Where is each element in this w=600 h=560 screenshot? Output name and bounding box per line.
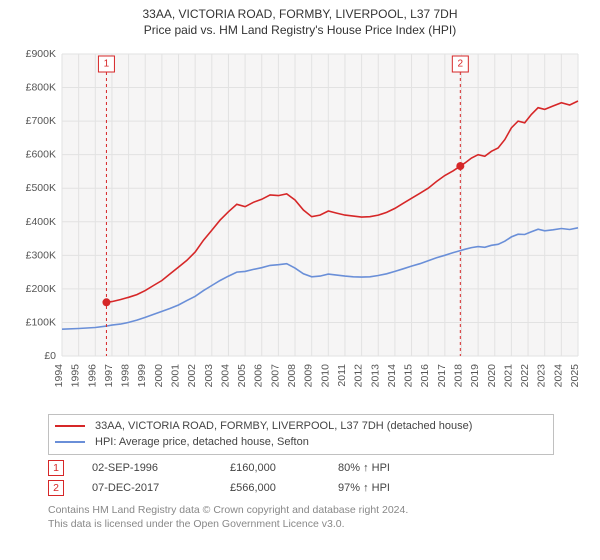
datapoint-row: 2 07-DEC-2017 £566,000 97% ↑ HPI [48,478,558,498]
svg-text:2008: 2008 [286,364,298,388]
svg-text:2018: 2018 [452,364,464,388]
legend-swatch [55,425,85,427]
svg-text:2006: 2006 [253,364,265,388]
svg-text:£800K: £800K [26,82,56,94]
svg-text:2021: 2021 [502,364,514,388]
title-subtitle: Price paid vs. HM Land Registry's House … [0,22,600,38]
title-address: 33AA, VICTORIA ROAD, FORMBY, LIVERPOOL, … [0,6,600,22]
sale-point [456,162,464,170]
svg-text:2012: 2012 [353,364,365,388]
svg-text:2011: 2011 [336,364,348,387]
svg-text:1996: 1996 [86,364,98,388]
sale-point [102,298,110,306]
svg-text:£500K: £500K [26,182,56,194]
svg-text:2002: 2002 [186,364,198,388]
legend-item: 33AA, VICTORIA ROAD, FORMBY, LIVERPOOL, … [55,418,547,434]
chart-area: £0 £100K £200K £300K £400K £500K £600K £700K £80… [10,46,590,406]
svg-text:1998: 1998 [120,364,132,388]
footer-attribution: Contains HM Land Registry data © Crown c… [48,504,558,531]
datapoint-hpi: 80% ↑ HPI [338,462,458,474]
svg-text:£700K: £700K [26,115,56,127]
svg-text:£400K: £400K [26,216,56,228]
svg-text:£600K: £600K [26,149,56,161]
svg-text:2020: 2020 [486,364,498,388]
datapoint-row: 1 02-SEP-1996 £160,000 80% ↑ HPI [48,458,558,478]
sale-datapoints: 1 02-SEP-1996 £160,000 80% ↑ HPI 2 07-DE… [48,458,558,498]
legend-label: 33AA, VICTORIA ROAD, FORMBY, LIVERPOOL, … [95,420,472,432]
svg-text:2013: 2013 [369,364,381,388]
svg-text:£0: £0 [44,350,56,362]
svg-text:1999: 1999 [136,364,148,388]
svg-text:2023: 2023 [536,364,548,388]
legend-label: HPI: Average price, detached house, Seft… [95,436,309,448]
svg-text:2009: 2009 [303,364,315,388]
legend-item: HPI: Average price, detached house, Seft… [55,434,547,450]
svg-text:1997: 1997 [103,364,115,388]
svg-text:2010: 2010 [319,364,331,388]
legend-swatch [55,441,85,443]
svg-text:2016: 2016 [419,364,431,388]
legend: 33AA, VICTORIA ROAD, FORMBY, LIVERPOOL, … [48,414,554,455]
datapoint-date: 07-DEC-2017 [92,482,202,494]
svg-text:2025: 2025 [569,364,581,388]
svg-text:2: 2 [458,59,464,70]
svg-text:2019: 2019 [469,364,481,388]
svg-text:2017: 2017 [436,364,448,388]
svg-text:1: 1 [104,59,110,70]
svg-text:2000: 2000 [153,364,165,388]
svg-text:1994: 1994 [53,364,65,388]
chart-svg: £0 £100K £200K £300K £400K £500K £600K £700K £80… [10,46,590,406]
datapoint-date: 02-SEP-1996 [92,462,202,474]
svg-text:£900K: £900K [26,48,56,60]
svg-text:2014: 2014 [386,364,398,388]
svg-text:£300K: £300K [26,249,56,261]
datapoint-marker: 2 [48,480,64,496]
svg-text:2005: 2005 [236,364,248,388]
footer-line: This data is licensed under the Open Gov… [48,518,558,532]
svg-text:2007: 2007 [269,364,281,388]
svg-text:1995: 1995 [70,364,82,388]
svg-text:2022: 2022 [519,364,531,388]
chart-titles: 33AA, VICTORIA ROAD, FORMBY, LIVERPOOL, … [0,0,600,38]
svg-text:2003: 2003 [203,364,215,388]
svg-text:2001: 2001 [170,364,182,388]
svg-text:2004: 2004 [219,364,231,388]
datapoint-hpi: 97% ↑ HPI [338,482,458,494]
datapoint-price: £566,000 [230,482,310,494]
svg-text:2015: 2015 [403,364,415,388]
svg-text:£100K: £100K [26,316,56,328]
svg-text:£200K: £200K [26,283,56,295]
footer-line: Contains HM Land Registry data © Crown c… [48,504,558,518]
datapoint-marker: 1 [48,460,64,476]
datapoint-price: £160,000 [230,462,310,474]
svg-text:2024: 2024 [552,364,564,388]
